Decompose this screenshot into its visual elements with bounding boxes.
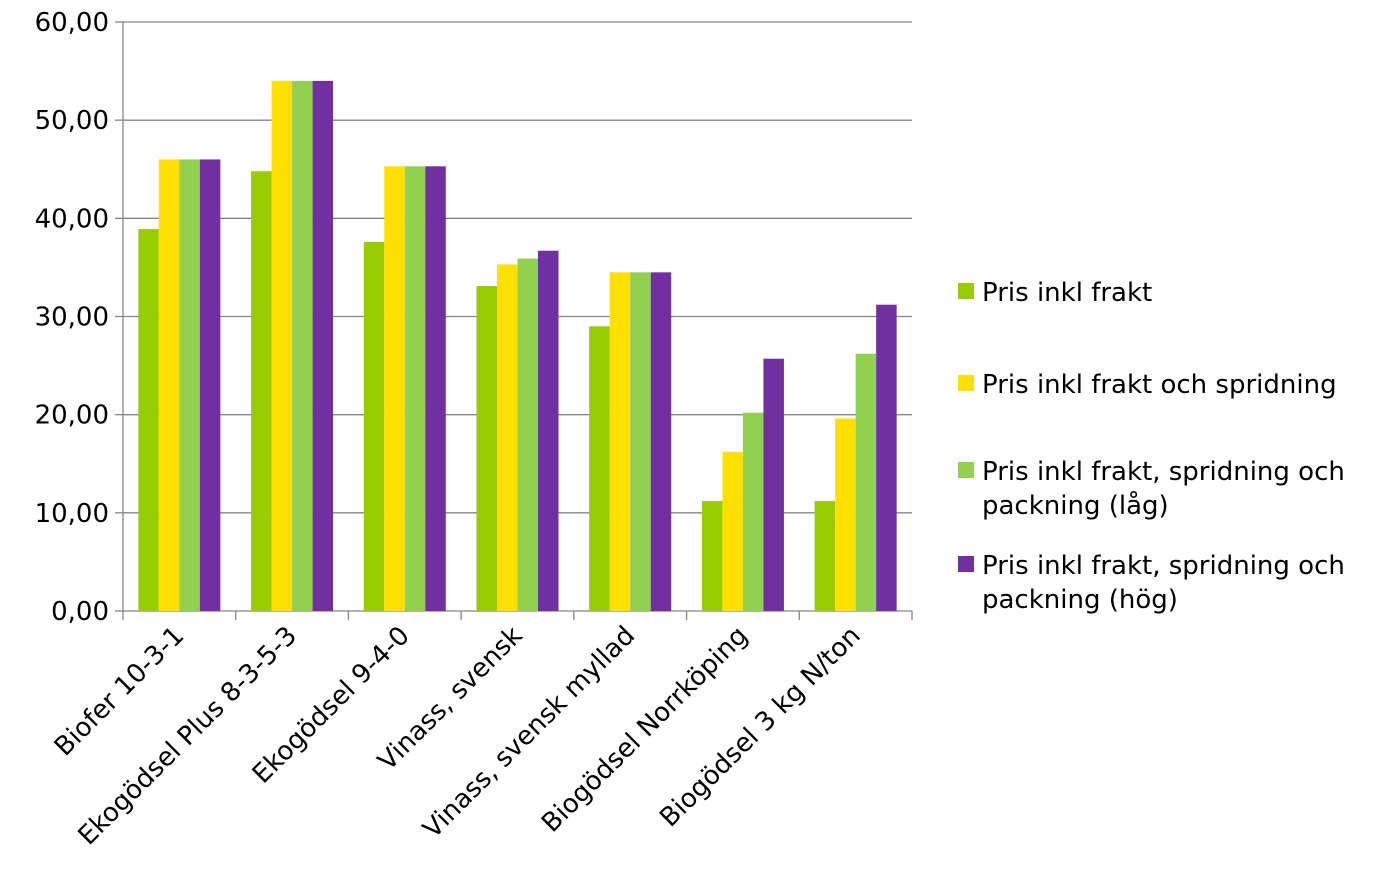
bar — [609, 272, 631, 611]
legend-label: Pris inkl frakt, spridning och packning (… — [982, 457, 1345, 521]
bar — [476, 286, 497, 611]
bar — [199, 159, 221, 611]
bar — [251, 171, 272, 612]
bar — [814, 501, 836, 611]
bar — [630, 272, 651, 611]
bar — [835, 418, 856, 611]
bars — [138, 80, 897, 612]
bar — [589, 326, 610, 611]
y-tick-label: 50,00 — [35, 106, 109, 136]
y-tick-label: 20,00 — [35, 401, 109, 431]
bar — [497, 264, 518, 611]
x-tick-label: Biogödsel 3 kg N/ton — [654, 621, 866, 833]
bar — [179, 159, 200, 611]
x-tick-label: Ekogödsel Plus 8-3-5-3 — [73, 621, 303, 851]
bar — [650, 272, 672, 611]
legend-label: Pris inkl frakt, spridning och packning (… — [982, 551, 1345, 615]
y-tick-label: 40,00 — [35, 204, 109, 234]
bar — [517, 258, 538, 611]
bar — [363, 241, 385, 612]
bar — [384, 166, 405, 611]
bar — [425, 166, 446, 611]
x-tick-label: Biogödsel Norrköping — [536, 621, 754, 839]
legend-swatch — [958, 556, 974, 572]
legend-swatch — [958, 375, 974, 391]
bar — [158, 159, 180, 611]
bar — [271, 80, 293, 611]
legend-swatch — [958, 462, 974, 478]
bar — [138, 229, 159, 612]
bar — [404, 166, 426, 611]
legend-label: Pris inkl frakt — [982, 278, 1152, 308]
bar — [722, 451, 743, 611]
legend-swatch — [958, 283, 974, 299]
y-tick-label: 30,00 — [35, 303, 109, 333]
y-tick-label: 10,00 — [35, 499, 109, 529]
bar — [742, 412, 764, 611]
y-tick-label: 60,00 — [35, 8, 109, 38]
legend: Pris inkl frakt Pris inkl frakt och sprid… — [958, 278, 1345, 615]
y-tick-label: 0,00 — [51, 597, 109, 627]
bar — [538, 250, 559, 611]
legend-label: Pris inkl frakt och spridning — [982, 370, 1337, 400]
bar — [312, 80, 334, 611]
y-tick-labels: 0,00 10,00 20,00 30,00 40,00 50,00 60,00 — [35, 8, 109, 627]
bar — [292, 80, 313, 611]
bar — [701, 501, 723, 611]
x-tick-label: Vinass, svensk myllad — [417, 621, 641, 845]
bar — [855, 353, 877, 611]
bar — [763, 358, 784, 611]
bar — [876, 304, 897, 611]
